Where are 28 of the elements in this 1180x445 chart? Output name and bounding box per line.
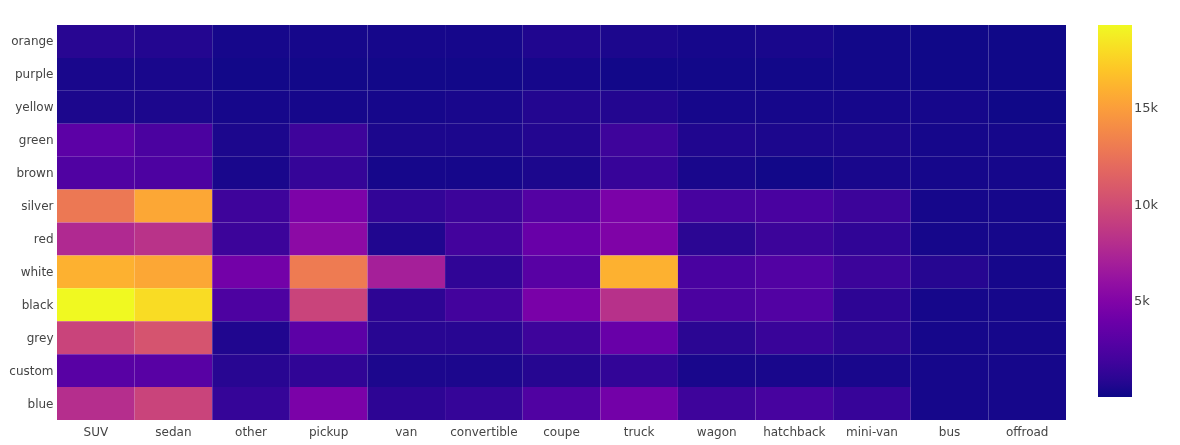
y-tick-label: black xyxy=(21,297,54,312)
x-tick-label: sedan xyxy=(155,424,192,439)
y-tick-label: blue xyxy=(27,396,54,411)
y-tick-label: silver xyxy=(21,199,54,214)
color-bar-label: 10k xyxy=(1134,196,1159,212)
y-tick-label: red xyxy=(33,231,54,246)
y-tick-label: purple xyxy=(15,67,54,82)
y-tick-label: brown xyxy=(16,166,54,181)
y-tick-label: yellow xyxy=(15,100,54,115)
y-tick-label: green xyxy=(18,133,54,148)
x-tick-label: truck xyxy=(623,424,655,439)
x-tick-label: van xyxy=(395,424,418,439)
x-tick-label: offroad xyxy=(1005,424,1049,439)
x-tick-label: pickup xyxy=(308,424,349,439)
y-tick-label: orange xyxy=(11,34,54,49)
x-tick-label: coupe xyxy=(543,424,580,439)
x-tick-label: bus xyxy=(938,424,961,439)
x-tick-label: SUV xyxy=(83,424,109,439)
color-bar-label: 5k xyxy=(1134,293,1151,309)
x-tick-label: hatchback xyxy=(763,424,826,439)
x-tick-label: wagon xyxy=(696,424,737,439)
y-tick-label: grey xyxy=(26,330,54,345)
x-tick-label: other xyxy=(235,424,268,439)
y-tick-label: white xyxy=(20,264,54,279)
y-tick-label: custom xyxy=(9,363,54,378)
color-bar-label: 15k xyxy=(1134,100,1159,116)
x-tick-label: mini-van xyxy=(845,424,898,439)
x-tick-label: convertible xyxy=(450,424,518,439)
